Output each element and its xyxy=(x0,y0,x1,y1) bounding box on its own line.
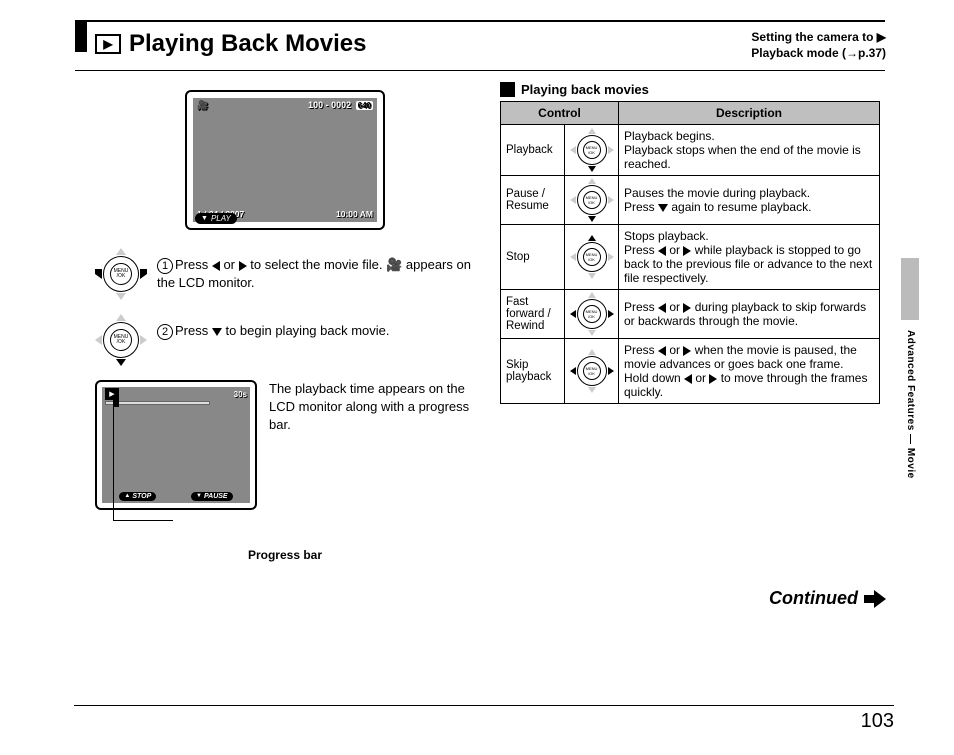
left-arrow-icon xyxy=(658,246,666,256)
lcd-screen-2: ▶ 30s ▲STOP ▼PAUSE xyxy=(95,380,257,510)
header-rule xyxy=(75,70,885,71)
lcd2-row: ▶ 30s ▲STOP ▼PAUSE The playback time app… xyxy=(95,380,475,510)
row-desc: Press or when the movie is paused, the m… xyxy=(619,339,880,404)
header-note: Setting the camera to ▶ Playback mode (→… xyxy=(751,30,886,61)
step2-pre: Press xyxy=(175,323,212,338)
lcd-counter: 100 - 0002 xyxy=(308,100,351,110)
callout-line-h xyxy=(113,520,173,521)
progress-track xyxy=(105,401,210,405)
side-tab xyxy=(901,258,919,320)
table-row: Fast forward / Rewind MENU/OK Press or d… xyxy=(501,290,880,339)
page-title: ▶ Playing Back Movies xyxy=(95,30,366,58)
title-text: Playing Back Movies xyxy=(129,30,366,58)
left-arrow-icon xyxy=(658,346,666,356)
lcd-time: 10:00 AM xyxy=(336,209,373,219)
movie-icon-inline: 🎥 xyxy=(386,257,402,272)
left-arrow-icon xyxy=(658,303,666,313)
down-arrow-icon xyxy=(658,204,668,212)
square-icon xyxy=(500,82,515,97)
step1-pre: Press xyxy=(175,257,212,272)
controls-table: Control Description Playback MENU/OK Pla… xyxy=(500,101,880,404)
lcd-screen-1: 🎥 100 - 0002 640 1 / 24 / 2007 10:00 AM … xyxy=(185,90,385,230)
page-number: 103 xyxy=(74,705,894,733)
lcd-play-text: PLAY xyxy=(211,214,231,223)
header-note-l1: Setting the camera to ▶ xyxy=(751,30,886,46)
th-control: Control xyxy=(501,102,619,125)
continued-text: Continued xyxy=(769,588,858,609)
row-name: Pause / Resume xyxy=(501,176,565,225)
callout-line xyxy=(113,400,114,520)
subheading: Playing back movies xyxy=(500,82,880,97)
table-row: Stop MENU/OK Stops playback. Press or wh… xyxy=(501,225,880,290)
row-name: Stop xyxy=(501,225,565,290)
navpad-icon: MENU/OK xyxy=(570,292,614,336)
side-label: Advanced Features — Movie xyxy=(905,330,916,479)
down-arrow-icon xyxy=(212,328,222,336)
table-row: Pause / Resume MENU/OK Pauses the movie … xyxy=(501,176,880,225)
pause-pill: ▼PAUSE xyxy=(191,492,233,501)
navpad-icon: MENU/OK xyxy=(570,235,614,279)
table-row: Skip playback MENU/OK Press or when the … xyxy=(501,339,880,404)
step-1: MENU/OK 1Press or to select the movie fi… xyxy=(95,248,475,300)
row-desc: Playback begins. Playback stops when the… xyxy=(619,125,880,176)
step1-post: to select the movie file. xyxy=(247,257,386,272)
row-desc: Press or during playback to skip forward… xyxy=(619,290,880,339)
row-desc: Stops playback. Press or while playback … xyxy=(619,225,880,290)
header-note-l2: Playback mode (→p.37) xyxy=(751,46,886,62)
navpad-icon: MENU/OK xyxy=(570,128,614,172)
table-row: Playback MENU/OK Playback begins. Playba… xyxy=(501,125,880,176)
lcd2-duration: 30s xyxy=(234,390,247,399)
continued: Continued xyxy=(769,588,886,609)
progress-label: Progress bar xyxy=(95,548,475,562)
step-num-1: 1 xyxy=(157,258,173,274)
row-name: Fast forward / Rewind xyxy=(501,290,565,339)
th-desc: Description xyxy=(619,102,880,125)
row-name: Skip playback xyxy=(501,339,565,404)
navpad-icon: MENU/OK xyxy=(570,349,614,393)
play-icon: ▶ xyxy=(95,34,121,54)
stop-pill: ▲STOP xyxy=(119,492,156,501)
progress-marker xyxy=(114,399,119,407)
row-name: Playback xyxy=(501,125,565,176)
right-arrow-icon xyxy=(239,261,247,271)
navpad-step2: MENU/OK xyxy=(95,314,147,366)
step-num-2: 2 xyxy=(157,324,173,340)
navpad-icon: MENU/OK xyxy=(570,178,614,222)
subheading-text: Playing back movies xyxy=(521,82,649,97)
navpad-step1: MENU/OK xyxy=(95,248,147,300)
continued-arrow-icon xyxy=(864,590,886,608)
lcd-play-label: ▼ PLAY xyxy=(195,213,237,224)
left-arrow-icon xyxy=(684,374,692,384)
left-arrow-icon xyxy=(212,261,220,271)
step-2: MENU/OK 2Press to begin playing back mov… xyxy=(95,314,475,366)
lcd-res: 640 xyxy=(356,101,373,110)
movie-icon: 🎥 xyxy=(197,100,208,114)
row-desc: Pauses the movie during playback. Press … xyxy=(619,176,880,225)
step2-post: to begin playing back movie. xyxy=(222,323,390,338)
lcd2-caption: The playback time appears on the LCD mon… xyxy=(269,380,475,510)
